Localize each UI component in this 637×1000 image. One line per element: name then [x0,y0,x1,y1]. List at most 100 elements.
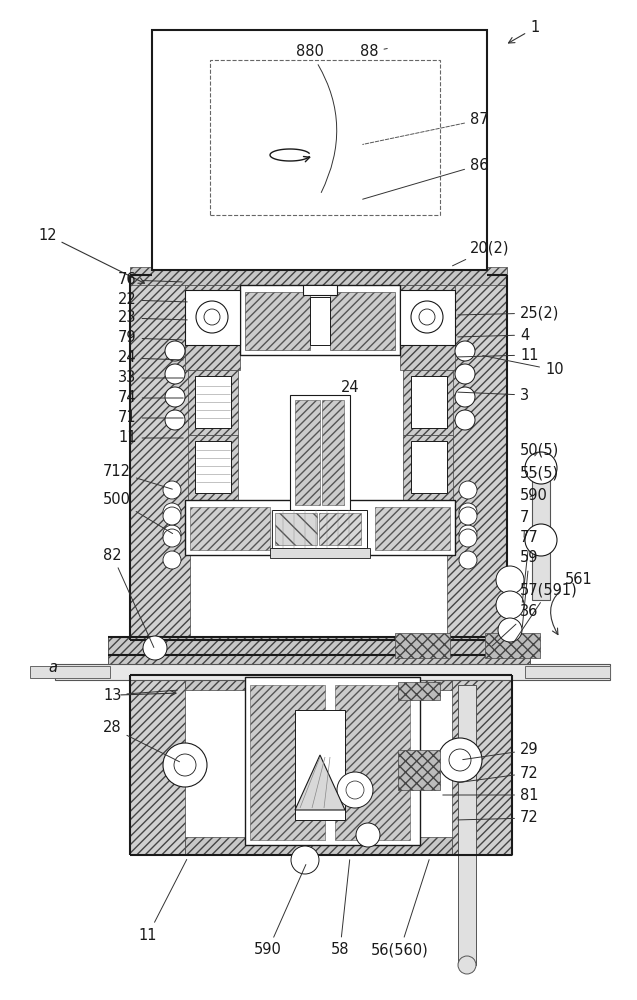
Circle shape [459,525,477,543]
Text: 81: 81 [443,788,538,802]
Circle shape [204,309,220,325]
Text: 22: 22 [118,292,187,308]
Bar [400,285,455,370]
Circle shape [163,551,181,569]
Circle shape [455,364,475,384]
Bar [240,285,400,355]
Bar [375,507,450,550]
Bar [185,500,455,555]
Text: 86: 86 [362,157,489,199]
Text: 712: 712 [103,464,173,489]
Text: 20(2): 20(2) [452,240,510,266]
Text: 590: 590 [520,488,548,502]
Text: 4: 4 [458,328,529,342]
Text: 82: 82 [103,548,154,647]
Bar [395,633,450,658]
Text: 10: 10 [483,356,564,377]
Text: 77: 77 [520,530,539,602]
Text: 880: 880 [296,44,337,193]
Circle shape [458,956,476,974]
Circle shape [163,507,181,525]
Bar [295,710,345,820]
Circle shape [337,772,373,808]
Circle shape [356,823,380,847]
Bar [55,664,610,680]
Text: 1: 1 [508,20,540,43]
Bar [130,275,190,640]
Text: 24: 24 [118,351,183,365]
Text: 11: 11 [458,348,538,362]
Text: 13: 13 [103,688,177,702]
Bar [188,435,238,500]
Bar [447,275,507,640]
Text: 88: 88 [360,44,387,60]
Circle shape [165,364,185,384]
Circle shape [525,452,557,484]
Circle shape [163,503,181,521]
Circle shape [496,566,524,594]
Circle shape [411,301,443,333]
Bar [485,633,540,658]
Circle shape [291,846,319,874]
Circle shape [438,738,482,782]
Text: 29: 29 [462,742,539,760]
Circle shape [525,524,557,556]
Bar [157,35,482,265]
Bar [403,370,453,435]
Text: 50(5): 50(5) [520,442,559,458]
Bar [188,370,238,435]
Bar [335,685,410,840]
Bar [398,682,440,700]
Text: 72: 72 [458,766,539,783]
Bar [290,395,350,510]
Text: 33: 33 [118,370,183,385]
Text: 76: 76 [118,272,182,288]
Bar [30,666,110,678]
Bar [190,507,270,550]
Circle shape [163,743,207,787]
Text: 24: 24 [341,380,359,395]
Circle shape [498,618,522,642]
Circle shape [163,481,181,499]
Circle shape [455,387,475,407]
Bar [295,400,320,505]
Bar [185,285,240,370]
Text: 74: 74 [118,390,183,406]
Bar [330,292,395,350]
Bar [152,30,487,270]
Bar [532,455,550,600]
Text: 28: 28 [103,720,180,762]
Bar [245,677,420,845]
Circle shape [455,341,475,361]
Text: 3: 3 [458,387,529,402]
Text: 59: 59 [520,550,538,627]
Text: 7: 7 [520,510,529,537]
Circle shape [143,636,167,660]
Bar [322,400,344,505]
Circle shape [459,529,477,547]
Circle shape [165,341,185,361]
Bar [195,376,231,428]
Bar [185,290,240,345]
Circle shape [455,410,475,430]
Text: 11: 11 [118,430,183,446]
Circle shape [163,529,181,547]
Circle shape [419,309,435,325]
Circle shape [174,754,196,776]
Bar [108,637,530,655]
Bar [108,655,530,673]
Bar [250,685,325,840]
Circle shape [165,410,185,430]
Circle shape [165,387,185,407]
Bar [195,441,231,493]
Circle shape [163,525,181,543]
Text: 58: 58 [331,860,350,958]
Circle shape [449,749,471,771]
Text: 23: 23 [118,310,187,326]
Bar [210,60,440,215]
Circle shape [459,503,477,521]
Bar [303,285,337,295]
Text: 590: 590 [254,865,306,958]
Text: 72: 72 [458,810,539,826]
Polygon shape [295,755,345,810]
